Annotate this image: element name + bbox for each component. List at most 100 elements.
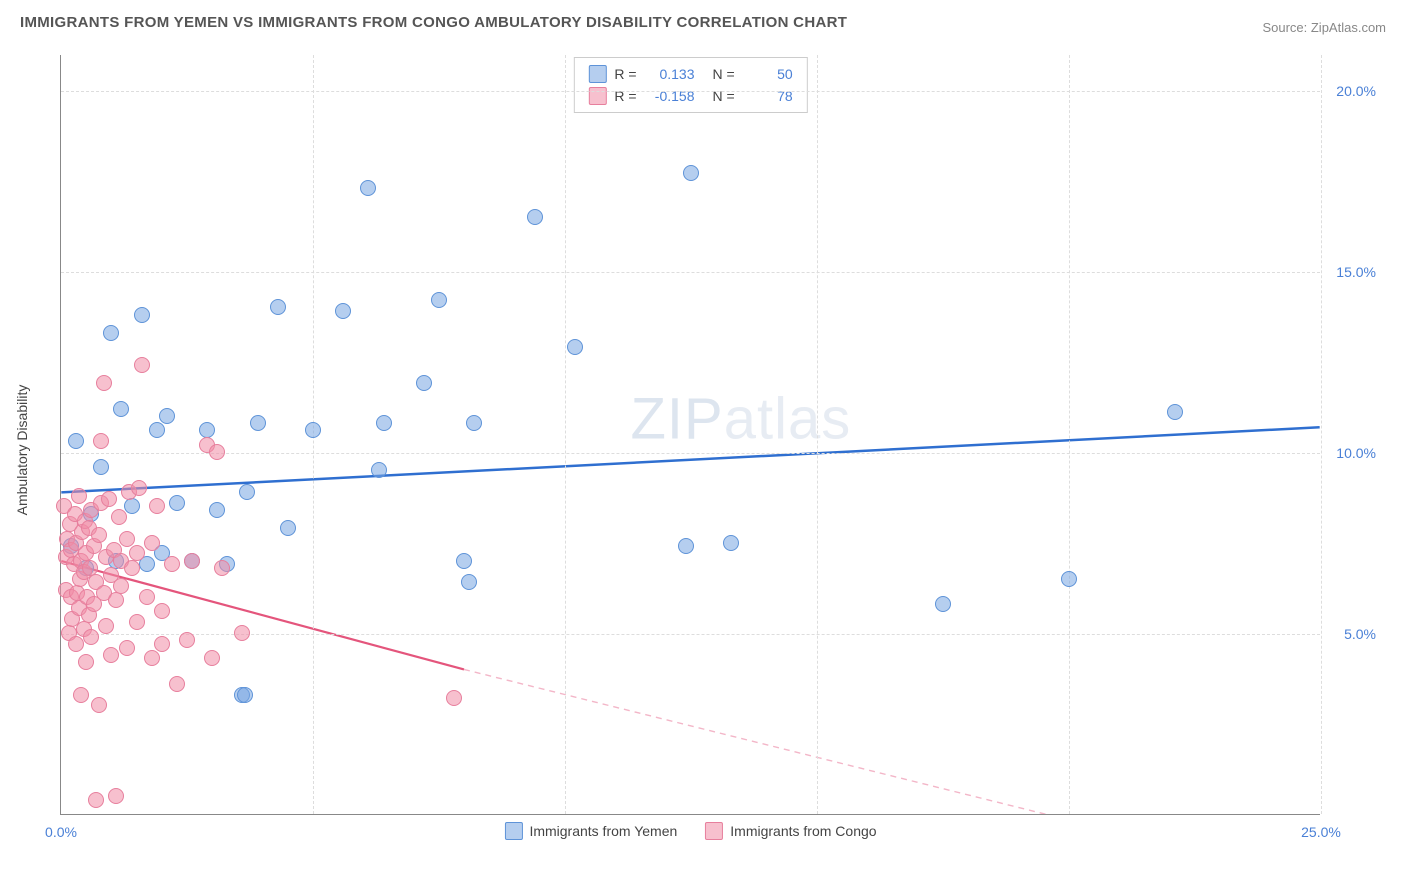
data-point (129, 614, 145, 630)
data-point (124, 560, 140, 576)
data-point (239, 484, 255, 500)
data-point (154, 636, 170, 652)
data-point (431, 292, 447, 308)
data-point (527, 209, 543, 225)
plot-container: Ambulatory Disability ZIPatlas R =0.133N… (60, 55, 1380, 845)
data-point (68, 433, 84, 449)
legend-swatch (588, 65, 606, 83)
data-point (376, 415, 392, 431)
data-point (111, 509, 127, 525)
n-value: 78 (743, 85, 793, 107)
data-point (169, 495, 185, 511)
legend-item: Immigrants from Congo (705, 822, 876, 840)
data-point (91, 527, 107, 543)
y-tick-label: 20.0% (1336, 83, 1376, 99)
data-point (371, 462, 387, 478)
data-point (154, 603, 170, 619)
data-point (98, 618, 114, 634)
data-point (683, 165, 699, 181)
legend-label: Immigrants from Congo (730, 823, 876, 839)
watermark-bold: ZIP (630, 387, 723, 452)
data-point (119, 531, 135, 547)
data-point (723, 535, 739, 551)
data-point (209, 502, 225, 518)
data-point (935, 596, 951, 612)
x-tick-label: 25.0% (1301, 824, 1341, 840)
data-point (88, 792, 104, 808)
plot-area: ZIPatlas R =0.133N =50R =-0.158N =78 Imm… (60, 55, 1320, 815)
stats-row: R = 0.133 N = 50 (588, 63, 792, 85)
data-point (124, 498, 140, 514)
r-value: 0.133 (645, 63, 695, 85)
data-point (179, 632, 195, 648)
stats-row: R = -0.158 N = 78 (588, 85, 792, 107)
data-point (164, 556, 180, 572)
data-point (237, 687, 253, 703)
data-point (134, 307, 150, 323)
data-point (270, 299, 286, 315)
data-point (466, 415, 482, 431)
n-label: N = (713, 63, 735, 85)
n-label: N = (713, 85, 735, 107)
r-value: -0.158 (645, 85, 695, 107)
data-point (416, 375, 432, 391)
n-value: 50 (743, 63, 793, 85)
data-point (101, 491, 117, 507)
data-point (91, 697, 107, 713)
bottom-legend: Immigrants from Yemen Immigrants from Con… (504, 822, 876, 840)
data-point (678, 538, 694, 554)
data-point (144, 650, 160, 666)
data-point (204, 650, 220, 666)
data-point (234, 625, 250, 641)
data-point (1061, 571, 1077, 587)
data-point (113, 401, 129, 417)
data-point (119, 640, 135, 656)
x-tick-label: 0.0% (45, 824, 77, 840)
data-point (108, 592, 124, 608)
data-point (134, 357, 150, 373)
data-point (169, 676, 185, 692)
data-point (567, 339, 583, 355)
data-point (209, 444, 225, 460)
data-point (68, 636, 84, 652)
data-point (144, 535, 160, 551)
r-label: R = (614, 63, 636, 85)
legend-swatch (588, 87, 606, 105)
data-point (71, 488, 87, 504)
data-point (305, 422, 321, 438)
data-point (93, 459, 109, 475)
data-point (78, 654, 94, 670)
data-point (456, 553, 472, 569)
legend-label: Immigrants from Yemen (529, 823, 677, 839)
data-point (83, 629, 99, 645)
legend-item: Immigrants from Yemen (504, 822, 677, 840)
data-point (139, 589, 155, 605)
data-point (461, 574, 477, 590)
data-point (280, 520, 296, 536)
data-point (335, 303, 351, 319)
data-point (113, 578, 129, 594)
data-point (108, 788, 124, 804)
legend-swatch (504, 822, 522, 840)
y-axis-label: Ambulatory Disability (14, 385, 30, 516)
data-point (93, 433, 109, 449)
data-point (446, 690, 462, 706)
watermark-thin: atlas (724, 387, 852, 452)
data-point (1167, 404, 1183, 420)
data-point (96, 375, 112, 391)
watermark: ZIPatlas (630, 386, 851, 453)
data-point (73, 687, 89, 703)
legend-swatch (705, 822, 723, 840)
data-point (103, 647, 119, 663)
data-point (214, 560, 230, 576)
data-point (103, 325, 119, 341)
r-label: R = (614, 85, 636, 107)
chart-title: IMMIGRANTS FROM YEMEN VS IMMIGRANTS FROM… (20, 14, 847, 31)
data-point (149, 422, 165, 438)
data-point (131, 480, 147, 496)
stats-legend-box: R = 0.133 N = 50 R = -0.158 N = 78 (573, 57, 807, 113)
y-tick-label: 15.0% (1336, 264, 1376, 280)
y-tick-label: 5.0% (1344, 626, 1376, 642)
source-attribution: Source: ZipAtlas.com (1262, 20, 1386, 35)
data-point (250, 415, 266, 431)
